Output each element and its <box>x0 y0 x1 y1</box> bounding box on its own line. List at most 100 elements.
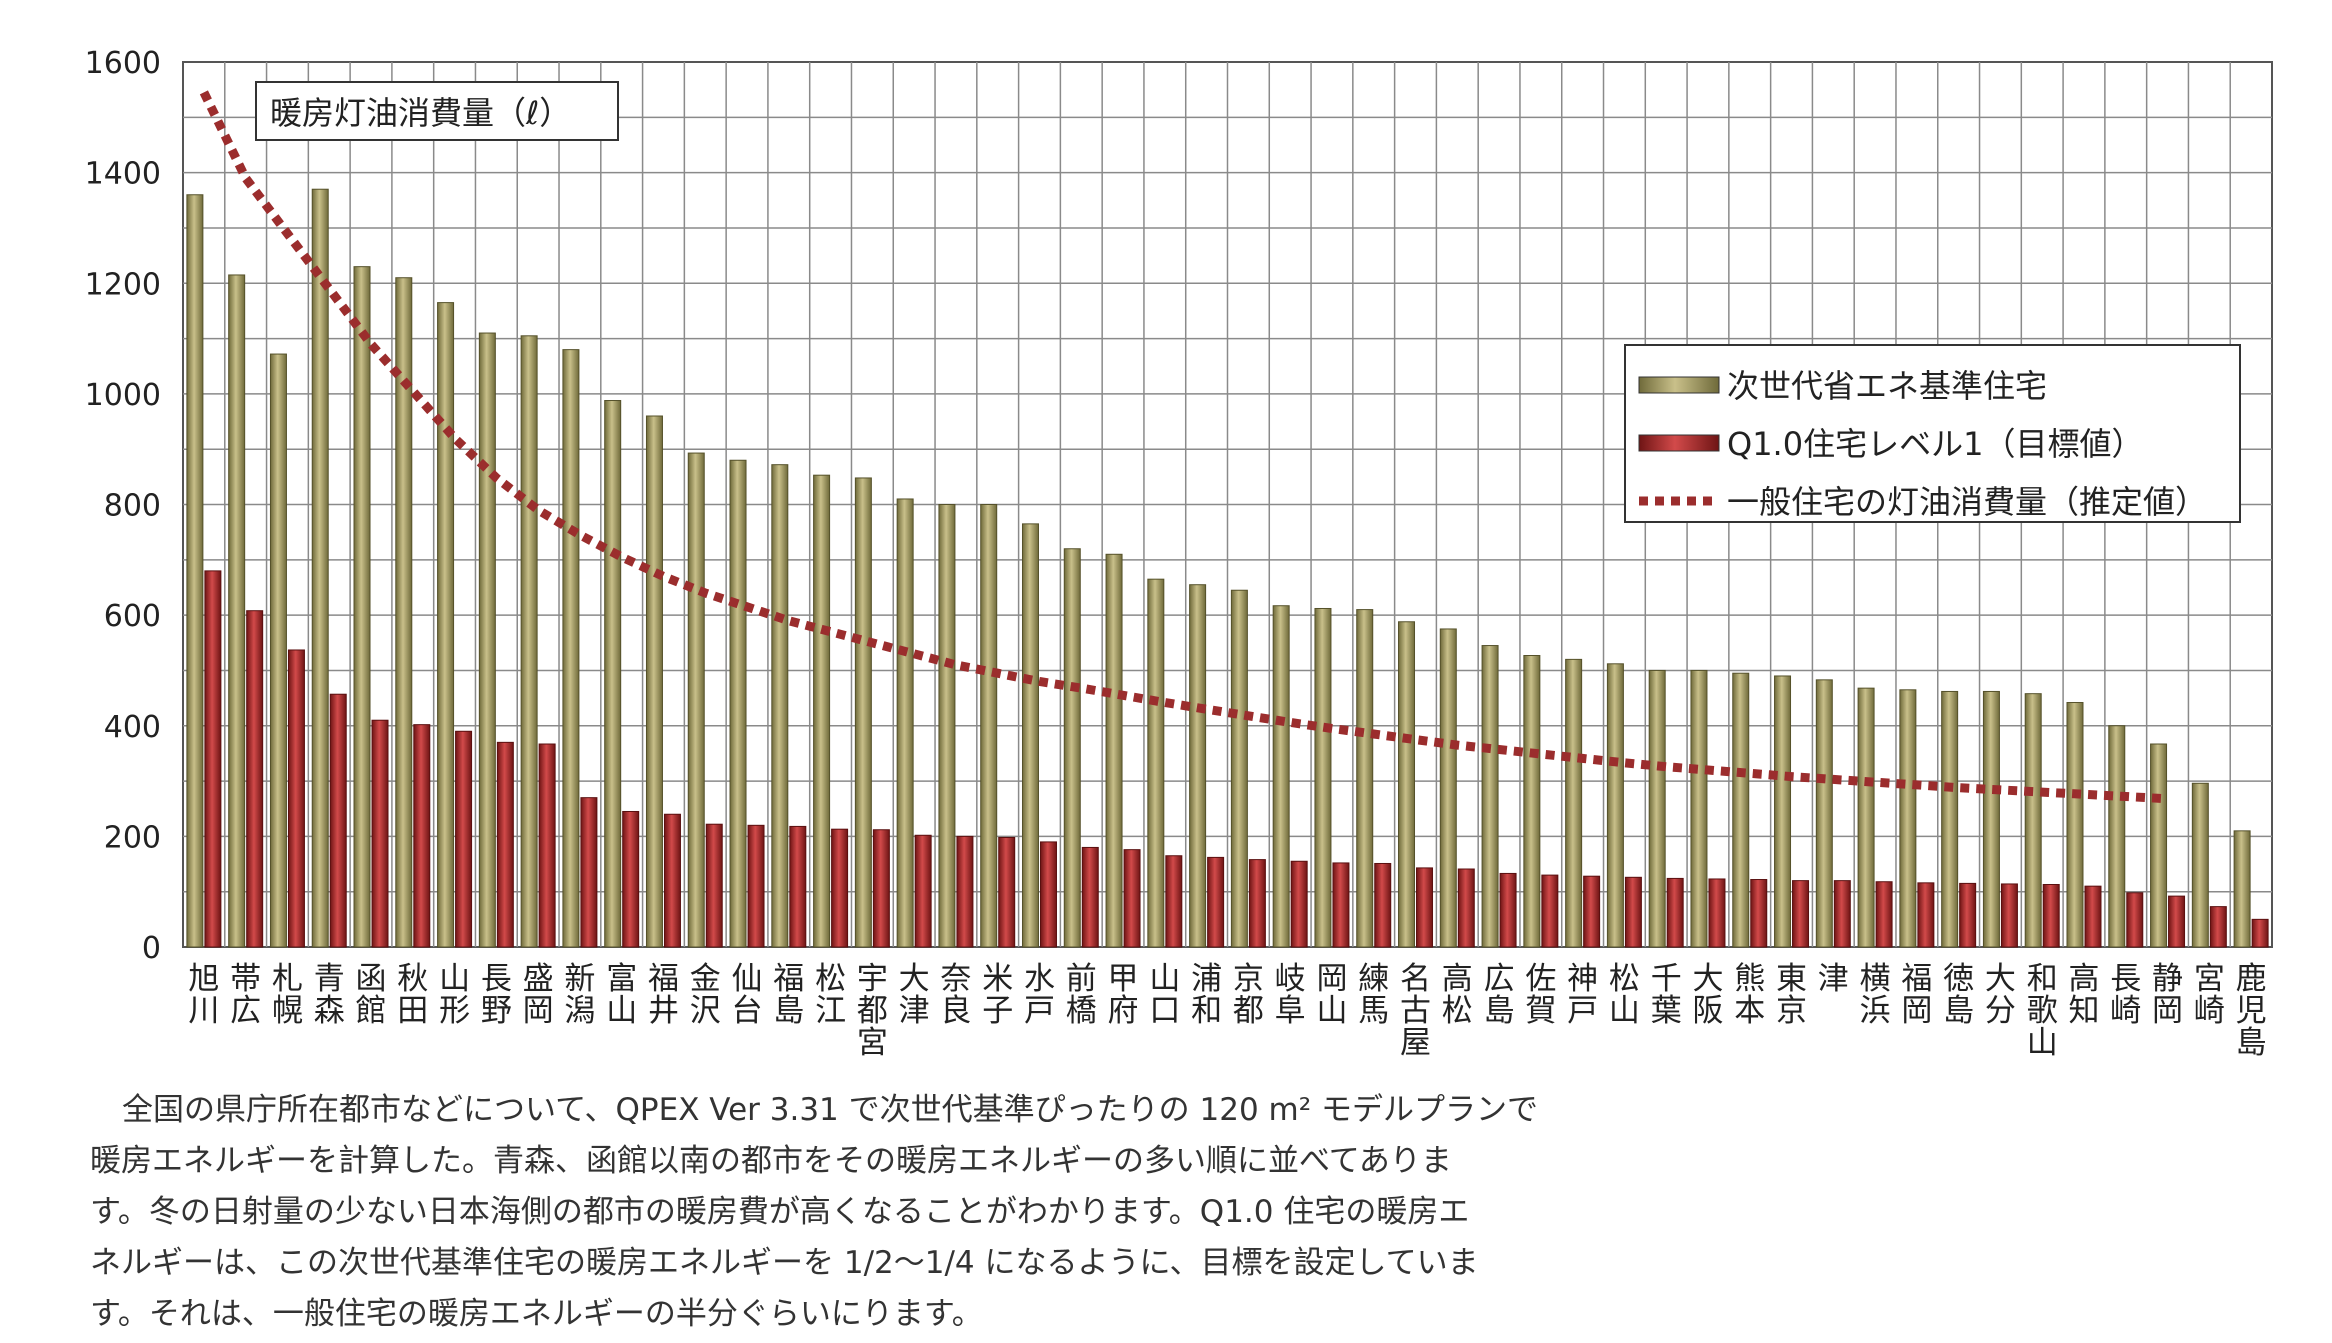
bar-q1-level1 <box>998 836 1016 948</box>
x-category-label: 福岡 <box>1901 961 1932 1029</box>
bar-next-gen <box>1899 689 1917 948</box>
bar-q1-level1 <box>1499 872 1517 948</box>
bar-q1-level1 <box>1290 860 1308 948</box>
bar-next-gen <box>1439 628 1457 948</box>
bar-q1-level1 <box>956 835 974 948</box>
x-category-label: 長崎 <box>2110 961 2141 1029</box>
x-category-label: 富山 <box>606 961 637 1029</box>
bar-next-gen <box>2191 782 2209 948</box>
x-category-label: 金沢 <box>690 961 721 1029</box>
bar-q1-level1 <box>204 570 222 948</box>
y-tick-label: 200 <box>104 820 161 855</box>
bar-next-gen <box>269 353 287 948</box>
bar-next-gen <box>1732 672 1750 948</box>
bar-q1-level1 <box>2168 895 2186 948</box>
x-category-label: 山口 <box>1149 961 1180 1029</box>
x-category-label: 秋田 <box>397 961 428 1029</box>
bar-q1-level1 <box>1123 849 1141 948</box>
bar-next-gen <box>520 335 538 948</box>
bar-next-gen <box>1481 645 1499 948</box>
bar-next-gen <box>645 415 663 948</box>
x-category-label: 松江 <box>815 961 846 1029</box>
x-category-label: 練馬 <box>1358 961 1389 1029</box>
bar-next-gen <box>1230 589 1248 948</box>
bar-next-gen <box>395 277 413 948</box>
bar-q1-level1 <box>413 724 431 948</box>
bar-next-gen <box>729 459 747 948</box>
x-category-label: 佐賀 <box>1525 961 1556 1029</box>
y-axis-ticks: 0 200 400 600 800 1000 1200 1400 1600 <box>85 46 161 966</box>
bar-next-gen <box>1815 679 1833 948</box>
x-category-label: 甲府 <box>1108 961 1139 1029</box>
bar-q1-level1 <box>2042 883 2060 948</box>
legend: 次世代省エネ基準住宅 Q1.0住宅レベル1（目標値） 一般住宅の灯油消費量（推定値） <box>1624 344 2241 523</box>
y-tick-label: 800 <box>104 489 161 524</box>
bar-q1-level1 <box>2000 883 2018 948</box>
bar-next-gen <box>1105 553 1123 948</box>
bar-next-gen <box>562 349 580 948</box>
bar-next-gen <box>353 266 371 948</box>
bar-q1-level1 <box>872 829 890 948</box>
bar-next-gen <box>1314 607 1332 948</box>
bar-q1-level1 <box>747 824 765 948</box>
bar-q1-level1 <box>246 610 264 948</box>
bar-next-gen <box>938 504 956 948</box>
bar-next-gen <box>813 474 831 948</box>
x-category-label: 前橋 <box>1066 961 1097 1029</box>
caption-line: す。それは、一般住宅の暖房エネルギーの半分ぐらいにります。 <box>90 1296 983 1332</box>
bar-q1-level1 <box>1374 862 1392 948</box>
bar-next-gen <box>2066 702 2084 948</box>
y-tick-label: 400 <box>104 710 161 745</box>
x-category-label: 岡山 <box>1316 961 1347 1029</box>
x-category-label: 東京 <box>1776 961 1807 1029</box>
legend-box <box>1624 344 2241 523</box>
caption-line: 全国の県庁所在都市などについて、QPEX Ver 3.31 で次世代基準ぴったり… <box>122 1092 1538 1128</box>
bar-q1-level1 <box>329 693 347 948</box>
bar-q1-level1 <box>1624 876 1642 948</box>
x-category-label: 福島 <box>773 961 804 1029</box>
x-category-label: 京都 <box>1233 961 1264 1029</box>
bar-next-gen <box>1189 584 1207 948</box>
bar-q1-level1 <box>2126 892 2144 948</box>
x-category-label: 和歌山 <box>2027 961 2058 1061</box>
estimate-line <box>199 90 2168 804</box>
bar-next-gen <box>896 498 914 948</box>
bar-q1-level1 <box>1541 874 1559 948</box>
x-category-label: 帯広 <box>230 961 261 1029</box>
bar-q1-level1 <box>1583 875 1601 948</box>
legend-label: 次世代省エネ基準住宅 <box>1727 367 2047 405</box>
bar-q1-level1 <box>1833 880 1851 948</box>
y-tick-label: 600 <box>104 599 161 634</box>
x-category-label: 浦和 <box>1191 961 1222 1029</box>
bar-q1-level1 <box>789 825 807 948</box>
bar-q1-level1 <box>455 730 473 948</box>
x-category-label: 長野 <box>481 961 512 1029</box>
x-category-label: 広島 <box>1484 961 1515 1029</box>
bar-next-gen <box>2150 743 2168 948</box>
x-category-label: 名古屋 <box>1400 961 1431 1061</box>
bar-q1-level1 <box>1666 877 1684 948</box>
bar-q1-level1 <box>1207 856 1225 948</box>
y-tick-label: 1600 <box>85 46 161 81</box>
bar-q1-level1 <box>1750 879 1768 948</box>
bar-next-gen <box>1774 675 1792 948</box>
bar-next-gen <box>311 188 329 948</box>
x-category-label: 新潟 <box>564 961 595 1029</box>
caption-line: 暖房エネルギーを計算した。青森、函館以南の都市をその暖房エネルギーの多い順に並べ… <box>90 1143 1452 1179</box>
x-category-label: 鹿児島 <box>2236 961 2267 1061</box>
bar-next-gen <box>854 477 872 948</box>
bar-q1-level1 <box>1332 862 1350 948</box>
bar-next-gen <box>1982 690 2000 948</box>
bars <box>186 188 2269 948</box>
x-category-label: 大阪 <box>1692 961 1723 1029</box>
bar-q1-level1 <box>1708 878 1726 948</box>
bar-next-gen <box>2024 693 2042 948</box>
bar-q1-level1 <box>580 797 598 948</box>
x-category-label: 高知 <box>2068 961 2099 1029</box>
x-category-label: 旭川 <box>188 961 219 1029</box>
chart-title: 暖房灯油消費量（ℓ） <box>270 94 571 132</box>
x-category-label: 盛岡 <box>523 961 554 1029</box>
x-category-label: 静岡 <box>2152 961 2183 1029</box>
bar-next-gen <box>1272 605 1290 948</box>
